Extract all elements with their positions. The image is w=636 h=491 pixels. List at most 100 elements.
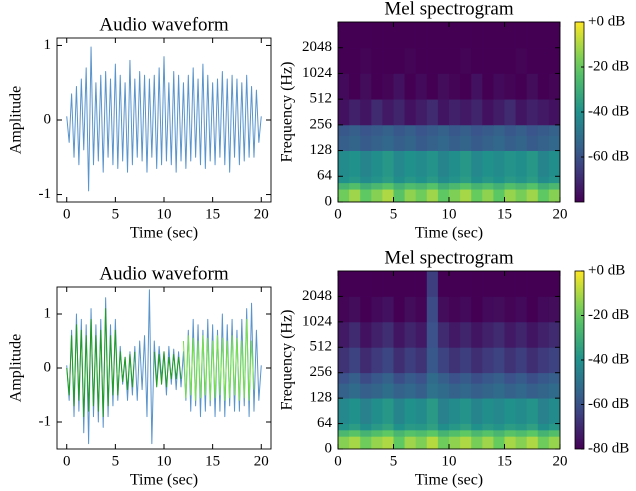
heatmap-cell	[482, 398, 494, 424]
heatmap-cell	[515, 189, 528, 202]
heatmap-cell	[471, 189, 483, 202]
heatmap-cell	[382, 347, 394, 374]
heatmap-cell	[382, 271, 394, 297]
chart-title: Mel spectrogram	[384, 0, 513, 19]
heatmap-cell	[415, 271, 428, 297]
heatmap-cell	[426, 73, 439, 100]
heatmap-cell	[548, 296, 560, 323]
heatmap-cell	[493, 372, 505, 384]
y-axis-label: Frequency (Hz)	[279, 62, 296, 163]
x-tick-label: 20	[553, 453, 568, 469]
heatmap-cell	[404, 321, 417, 348]
heatmap-cell	[460, 124, 472, 136]
heatmap-cell	[371, 176, 383, 184]
heatmap-cell	[349, 383, 361, 399]
y-tick-label: 1	[44, 305, 52, 321]
heatmap-cell	[360, 176, 372, 184]
heatmap-cell	[537, 73, 550, 100]
heatmap-cell	[482, 176, 494, 184]
heatmap-cell	[360, 135, 372, 151]
heatmap-cell	[515, 124, 528, 136]
heatmap-cell	[426, 135, 439, 151]
y-tick-label: 1	[44, 37, 52, 53]
heatmap-cell	[338, 150, 350, 177]
heatmap-cell	[437, 398, 450, 424]
heatmap-cell	[449, 135, 461, 151]
heatmap-cell	[415, 47, 428, 74]
heatmap-cell	[360, 189, 372, 202]
colorbar-tick-label: -60 dB	[588, 148, 629, 164]
heatmap-cell	[471, 383, 483, 399]
heatmap-cell	[471, 271, 483, 297]
heatmap-cell	[537, 429, 550, 437]
subplot: 0 5 10 15 20 -1 0 1 Audio waveform Time (sec) Ampl…	[8, 14, 272, 242]
heatmap-cell	[371, 429, 383, 437]
heatmap-cell	[548, 176, 560, 184]
heatmap-cell	[493, 189, 505, 202]
heatmap-cell	[526, 429, 539, 437]
heatmap-cell	[338, 176, 350, 184]
heatmap-cell	[360, 99, 372, 126]
heatmap-cell	[382, 22, 394, 49]
heatmap-cell	[548, 383, 560, 399]
heatmap-cell	[360, 398, 372, 424]
colorbar-tick-label: +0 dB	[588, 13, 625, 29]
heatmap-cell	[548, 182, 560, 190]
heatmap-cell	[382, 189, 394, 202]
heatmap-cell	[360, 423, 372, 431]
heatmap-cell	[460, 321, 472, 348]
subplot: +0 dB -20 dB -40 dB -60 dB 0 5 10 15 20 0 64 128 256…	[279, 0, 630, 242]
heatmap-cell	[526, 347, 539, 374]
heatmap-cell	[449, 189, 461, 202]
heatmap-cell	[349, 296, 361, 323]
heatmap-cell	[493, 176, 505, 184]
y-tick-label: 512	[310, 91, 333, 107]
x-tick-label: 5	[112, 453, 120, 469]
heatmap-cell	[504, 271, 516, 297]
chart-title: Audio waveform	[99, 14, 228, 35]
heatmap-cell	[393, 321, 405, 348]
heatmap-cell	[349, 124, 361, 136]
heatmap-cell	[360, 124, 372, 136]
heatmap-cell	[548, 73, 560, 100]
heatmap-cell	[349, 347, 361, 374]
heatmap-cell	[482, 423, 494, 431]
heatmap-cell	[382, 372, 394, 384]
heatmap-cell	[471, 182, 483, 190]
heatmap-cell	[382, 398, 394, 424]
heatmap-cell	[515, 150, 528, 177]
heatmap-cell	[460, 135, 472, 151]
heatmap-cell	[404, 22, 417, 49]
heatmap-cell	[548, 99, 560, 126]
heatmap-cell	[382, 150, 394, 177]
heatmap-cell	[404, 398, 417, 424]
heatmap-cell	[349, 436, 361, 449]
heatmap-cell	[415, 124, 428, 136]
heatmap-cell	[493, 182, 505, 190]
y-tick-label: 64	[317, 415, 333, 431]
heatmap-cell	[526, 423, 539, 431]
heatmap-cell	[537, 372, 550, 384]
y-tick-label: 1024	[302, 65, 333, 81]
heatmap-cell	[493, 383, 505, 399]
heatmap-cell	[526, 372, 539, 384]
waveform-line	[182, 318, 255, 401]
heatmap-cell	[426, 99, 439, 126]
x-tick-label: 15	[497, 206, 512, 222]
heatmap-cell	[426, 182, 439, 190]
heatmap-cell	[548, 22, 560, 49]
heatmap-cell	[415, 73, 428, 100]
heatmap-cell	[504, 436, 516, 449]
heatmap-cell	[426, 124, 439, 136]
heatmap-cell	[515, 347, 528, 374]
heatmap-cell	[548, 47, 560, 74]
heatmap-cell	[338, 372, 350, 384]
heatmap-cell	[415, 189, 428, 202]
heatmap-cell	[415, 429, 428, 437]
heatmap-cell	[515, 436, 528, 449]
heatmap-cell	[349, 398, 361, 424]
y-tick-label: -1	[39, 413, 52, 429]
heatmap-cell	[415, 372, 428, 384]
heatmap-cell	[338, 124, 350, 136]
